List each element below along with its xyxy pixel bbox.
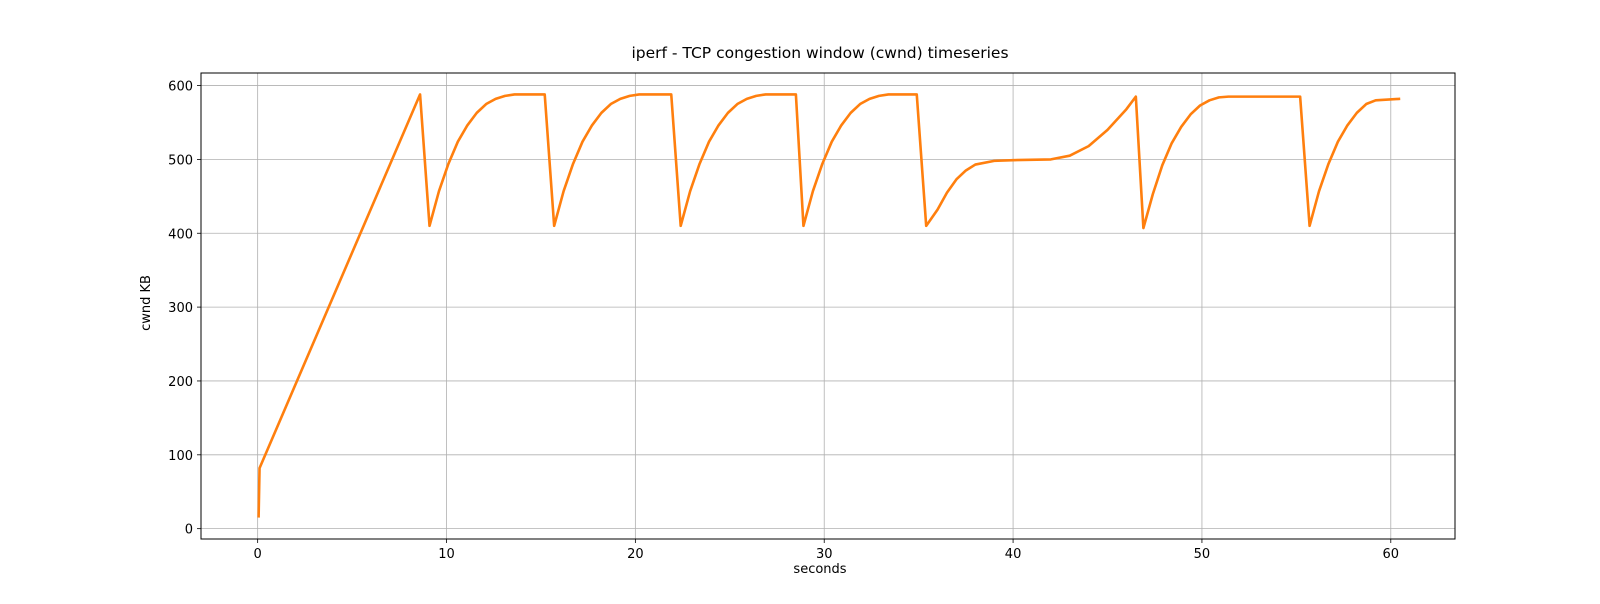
y-axis-label: cwnd KB	[139, 275, 154, 331]
y-tick-label: 0	[185, 523, 193, 538]
x-tick-label: 40	[1005, 547, 1022, 562]
x-tick-label: 60	[1383, 547, 1400, 562]
x-tick-label: 50	[1194, 547, 1211, 562]
y-tick-label: 200	[168, 375, 193, 390]
y-tick-label: 100	[168, 449, 193, 464]
plot-frame	[200, 72, 1456, 540]
chart-title: iperf - TCP congestion window (cwnd) tim…	[631, 44, 1008, 62]
y-tick-label: 400	[168, 227, 193, 242]
y-tick-label: 300	[168, 301, 193, 316]
cwnd-line	[257, 93, 1401, 518]
y-tick-label: 600	[168, 80, 193, 95]
x-tick-label: 10	[438, 547, 455, 562]
y-tick-label: 500	[168, 153, 193, 168]
x-tick-label: 0	[254, 547, 262, 562]
x-tick-label: 20	[627, 547, 644, 562]
x-axis-label: seconds	[793, 562, 846, 577]
x-tick-label: 30	[816, 547, 833, 562]
